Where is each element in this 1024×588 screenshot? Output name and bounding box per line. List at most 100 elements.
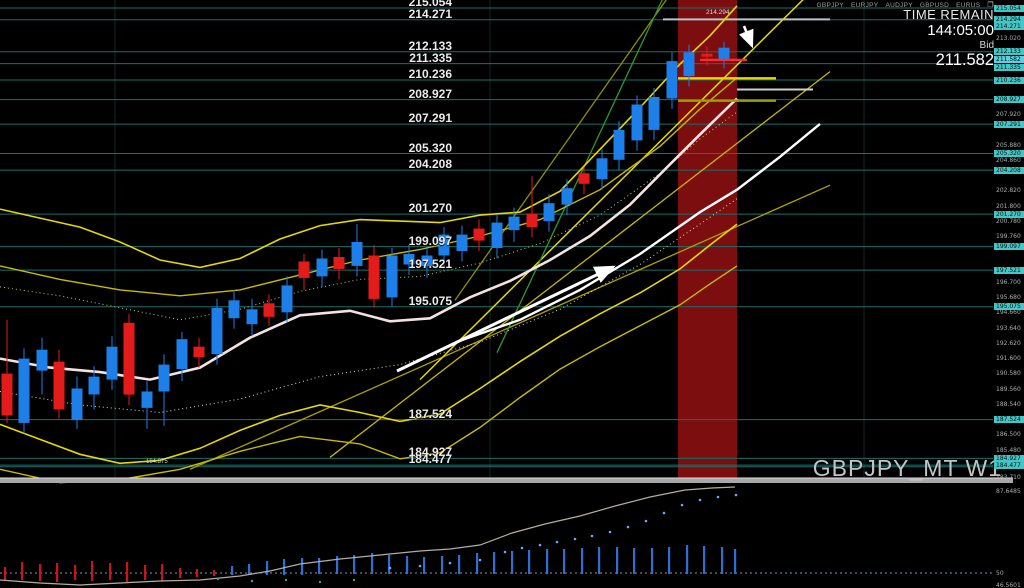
indicator-scale-label: 46.5601 xyxy=(996,582,1021,588)
tab-gbpusd[interactable]: GBPUSD xyxy=(919,1,950,9)
candle-body xyxy=(473,228,485,241)
scale-tick-label: 205.880 xyxy=(996,142,1021,149)
scale-tick-label: 199.760 xyxy=(996,233,1021,240)
candle-body xyxy=(36,349,48,371)
tab-eurjpy[interactable]: EURJPY xyxy=(850,1,879,9)
candle-body xyxy=(438,234,450,256)
scale-tick-label: 192.620 xyxy=(996,340,1021,347)
scale-tick-label: 204.860 xyxy=(996,157,1021,164)
histogram-bar xyxy=(633,548,636,574)
histogram-bar xyxy=(476,553,479,574)
minor-level-label: 184.375 xyxy=(146,459,168,465)
candle-body xyxy=(386,255,398,298)
candle-body xyxy=(18,358,30,423)
scale-tick-label: 191.600 xyxy=(996,355,1021,362)
indicator-dot xyxy=(555,540,559,544)
indicator-scale-label: 183.710 xyxy=(996,474,1021,481)
histogram-bar xyxy=(109,563,112,580)
trend-line xyxy=(329,71,831,458)
candle-body xyxy=(316,258,328,277)
indicator-dot xyxy=(352,578,356,582)
histogram-bar xyxy=(686,545,689,574)
tab-audjpy[interactable]: AUDJPY xyxy=(885,1,913,9)
trend-line xyxy=(459,122,821,342)
trend-line xyxy=(0,265,738,484)
histogram-bar xyxy=(406,556,409,574)
window-restore-icon[interactable]: ❐ xyxy=(987,2,994,9)
trend-line xyxy=(0,77,738,297)
bid-label: Bid xyxy=(979,40,994,52)
indicator-dot xyxy=(538,543,542,547)
histogram-bar xyxy=(126,562,129,582)
scale-level-label: 211.335 xyxy=(994,64,1024,71)
symbol-tab-bar: GBPJPY EURJPY AUDJPY GBPUSD EURUS ❐ xyxy=(816,1,994,10)
scale-tick-label: 202.820 xyxy=(996,187,1021,194)
histogram-bar xyxy=(668,547,671,574)
scale-level-label: 214.294 xyxy=(994,16,1024,23)
scale-bid-label: 211.582 xyxy=(994,56,1024,63)
price-level-label: 208.927 xyxy=(408,87,452,101)
indicator-scale-label: 50 xyxy=(996,570,1004,577)
histogram-bar xyxy=(651,548,654,574)
histogram-bar xyxy=(598,547,601,574)
candle-body xyxy=(211,307,223,355)
scale-tick-label: 186.500 xyxy=(996,431,1021,438)
candle-body xyxy=(666,61,678,99)
histogram-bar xyxy=(196,569,199,577)
histogram-bar xyxy=(721,547,724,574)
tab-eurusd[interactable]: EURUS xyxy=(956,1,981,9)
histogram-bar xyxy=(39,564,42,581)
bid-value: 211.582 xyxy=(935,50,994,69)
scale-tick-label: 189.560 xyxy=(996,386,1021,393)
scale-level-label: 201.270 xyxy=(994,211,1024,218)
histogram-bar xyxy=(353,555,356,574)
candle-body xyxy=(141,391,153,408)
price-level-label: 184.477 xyxy=(408,452,452,466)
price-level-label: 204.208 xyxy=(408,157,452,171)
scale-level-label: 205.320 xyxy=(994,150,1024,157)
candle-body xyxy=(71,388,83,420)
panel-separator xyxy=(0,478,1013,483)
indicator-dot xyxy=(716,495,720,499)
scale-level-label: 210.236 xyxy=(994,77,1024,84)
histogram-bar xyxy=(161,564,164,581)
scale-level-label: 212.133 xyxy=(994,48,1024,55)
scale-tick-label: 201.800 xyxy=(996,203,1021,210)
candle-body xyxy=(526,213,538,228)
price-level-label: 201.270 xyxy=(408,201,452,215)
histogram-bar xyxy=(266,561,269,575)
indicator-dot xyxy=(503,550,507,554)
histogram-bar xyxy=(734,549,737,574)
histogram-bar xyxy=(493,552,496,574)
histogram-bar xyxy=(4,567,7,581)
candle-body xyxy=(158,364,170,392)
histogram-bar xyxy=(703,546,706,574)
scale-level-label: 187.524 xyxy=(994,416,1024,423)
indicator-dot xyxy=(478,558,482,562)
indicator-dot xyxy=(573,537,577,541)
histogram-bar xyxy=(458,555,461,574)
scale-tick-label: 185.480 xyxy=(996,447,1021,454)
scale-tick-label: 207.920 xyxy=(996,111,1021,118)
price-scale[interactable]: 215.054 214.294 214.271 212.133 211.582 211.3… xyxy=(993,0,1024,588)
tab-gbpjpy[interactable]: GBPJPY xyxy=(816,1,844,9)
histogram-bar xyxy=(528,550,531,574)
scale-tick-label: 196.700 xyxy=(996,279,1021,286)
time-remain-value: 144:05:00 xyxy=(927,21,994,39)
candle-body xyxy=(193,346,205,358)
candle-body xyxy=(228,300,240,319)
indicator-scale-label: 87.6485 xyxy=(996,488,1021,495)
histogram-bar xyxy=(563,549,566,574)
price-level-label: 184.927 xyxy=(408,445,452,459)
candle-body xyxy=(543,203,555,222)
histogram-bar xyxy=(56,563,59,582)
indicator-dot xyxy=(318,580,322,584)
indicator-dot xyxy=(284,578,288,582)
candle-body xyxy=(263,303,275,317)
candle-body xyxy=(123,322,135,395)
scale-level-label: 184.477 xyxy=(994,462,1024,469)
indicator-dot xyxy=(250,579,254,583)
